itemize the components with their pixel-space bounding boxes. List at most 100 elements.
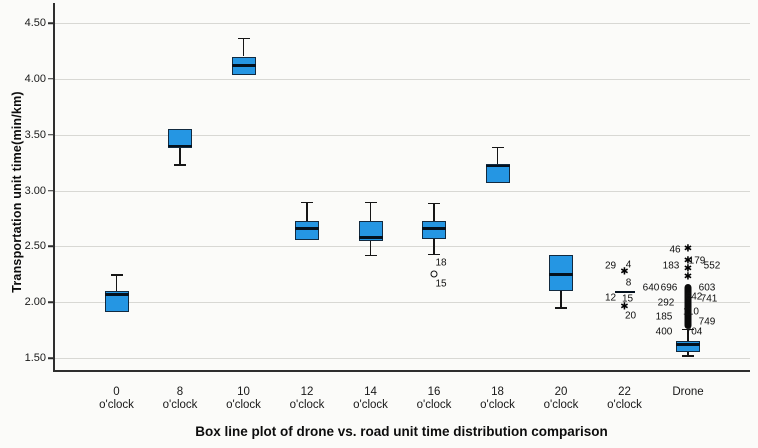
x-tick-line1: Drone [672,386,704,398]
median-line-12-o-clock [295,227,319,230]
x-tick-line2: o'clock [480,399,515,411]
box-12-o-clock [295,220,319,240]
outlier-case-label-16-o-clock: 18 [435,257,447,269]
outlier-case-label-drone: 46 [669,244,681,256]
outlier-case-label-drone: 185 [655,311,673,323]
y-tick-mark [48,301,53,303]
x-axis-line [53,370,750,372]
x-tick-line1: 8 [176,386,184,398]
outlier-case-label-drone: 640 [642,282,660,294]
median-line-20-o-clock [549,272,573,276]
x-tick-line2: o'clock [99,399,134,411]
y-tick-mark [48,357,53,359]
y-tick-label: 3.00 [24,184,46,197]
x-tick-line1: 16 [427,386,441,398]
y-tick-label: 4.50 [24,17,46,29]
box-18-o-clock [485,163,510,183]
y-tick-mark [48,133,53,136]
gridline [53,190,750,192]
outlier-case-label-drone: 741 [700,293,718,305]
outlier-case-label-22-o-clock: 8 [625,277,632,289]
x-tick-line1: 18 [491,386,504,398]
upper-whisker-line-14-o-clock [369,201,372,221]
upper-whisker-line-18-o-clock [496,146,499,164]
y-tick-mark [48,78,53,80]
x-tick-line2: o'clock [543,399,579,411]
x-tick-line1: 20 [554,386,568,398]
extreme-outlier-marker-22-o-clock: ✱ [620,266,629,278]
median-line-drone [676,343,700,346]
median-line-14-o-clock [358,236,383,239]
lower-whisker-cap-20-o-clock [555,307,567,309]
box-0-o-clock [104,291,129,313]
outlier-case-label-drone: 642 [685,291,703,303]
collapsed-median-line-22-o-clock [614,290,635,294]
upper-whisker-cap-18-o-clock [491,146,504,149]
outlier-marker-16-o-clock [430,270,438,278]
y-tick-label: 2.00 [24,296,46,309]
outlier-case-label-22-o-clock: 12 [604,292,617,304]
x-tick-label-12-o-clock: 12 o'clock [290,386,325,412]
lower-whisker-line-16-o-clock [433,238,435,256]
x-tick-line1: 10 [237,386,250,398]
y-tick-mark [48,245,53,248]
median-line-0-o-clock [104,293,129,296]
extreme-outlier-marker-22-o-clock: ✱ [620,301,629,313]
x-tick-line2: o'clock [289,399,325,411]
upper-whisker-cap-0-o-clock [110,274,123,276]
x-tick-line2: o'clock [416,399,452,411]
gridline [53,246,750,248]
x-tick-line1: 22 [618,386,631,398]
extreme-outlier-marker-drone: ✱ [683,243,693,255]
y-tick-label: 1.50 [24,352,46,364]
lower-whisker-line-14-o-clock [369,240,372,257]
gridline [53,134,750,136]
outlier-case-label-drone: 400 [655,326,673,338]
outlier-case-label-drone: 292 [657,297,675,309]
outlier-case-label-22-o-clock: 20 [624,310,637,322]
y-tick-label: 2.50 [24,240,46,253]
median-line-10-o-clock [231,64,256,67]
outlier-case-label-drone: 603 [698,282,716,294]
upper-whisker-line-0-o-clock [115,274,118,291]
x-tick-label-0-o-clock: 0 o'clock [99,386,134,412]
outlier-case-label-drone: 179 [688,255,706,267]
box-drone [676,341,700,353]
outlier-case-label-drone: 110 [683,306,699,318]
dense-outlier-cluster-drone [684,284,692,329]
x-tick-line2: o'clock [162,399,198,411]
x-tick-label-16-o-clock: 16 o'clock [417,386,452,412]
box-8-o-clock [168,129,192,149]
box-14-o-clock [358,220,383,241]
upper-whisker-line-10-o-clock [242,37,245,57]
x-tick-label-drone: Drone [672,386,703,399]
lower-whisker-cap-16-o-clock [428,253,440,256]
x-tick-label-14-o-clock: 14 o'clock [353,386,388,412]
lower-whisker-cap-8-o-clock [174,164,186,166]
lower-whisker-cap-drone [682,355,694,357]
gridline [53,358,750,359]
upper-whisker-cap-12-o-clock [301,201,313,204]
x-tick-line1: 0 [113,386,120,398]
lower-whisker-cap-14-o-clock [364,254,377,257]
x-tick-line2: o'clock [353,399,388,411]
extreme-outlier-marker-drone: ✱ [683,255,693,267]
x-tick-label-8-o-clock: 8 o'clock [163,386,198,412]
x-tick-label-22-o-clock: 22 o'clock [607,386,642,412]
outlier-case-label-16-o-clock: 15 [435,278,447,290]
outlier-case-label-drone: 704 [685,326,703,338]
y-tick-mark [48,189,53,192]
lower-whisker-line-drone [687,352,689,357]
x-tick-label-10-o-clock: 10 o'clock [226,386,261,412]
outlier-case-label-22-o-clock: 4 [625,259,632,271]
gridline [53,23,750,24]
outlier-case-label-22-o-clock: 29 [604,260,617,272]
upper-whisker-line-drone [687,328,689,342]
gridline [53,302,750,304]
lower-whisker-line-8-o-clock [179,148,181,166]
y-tick-label: 4.00 [24,72,46,85]
gridline [53,78,750,80]
y-tick-label: 3.50 [24,128,46,141]
